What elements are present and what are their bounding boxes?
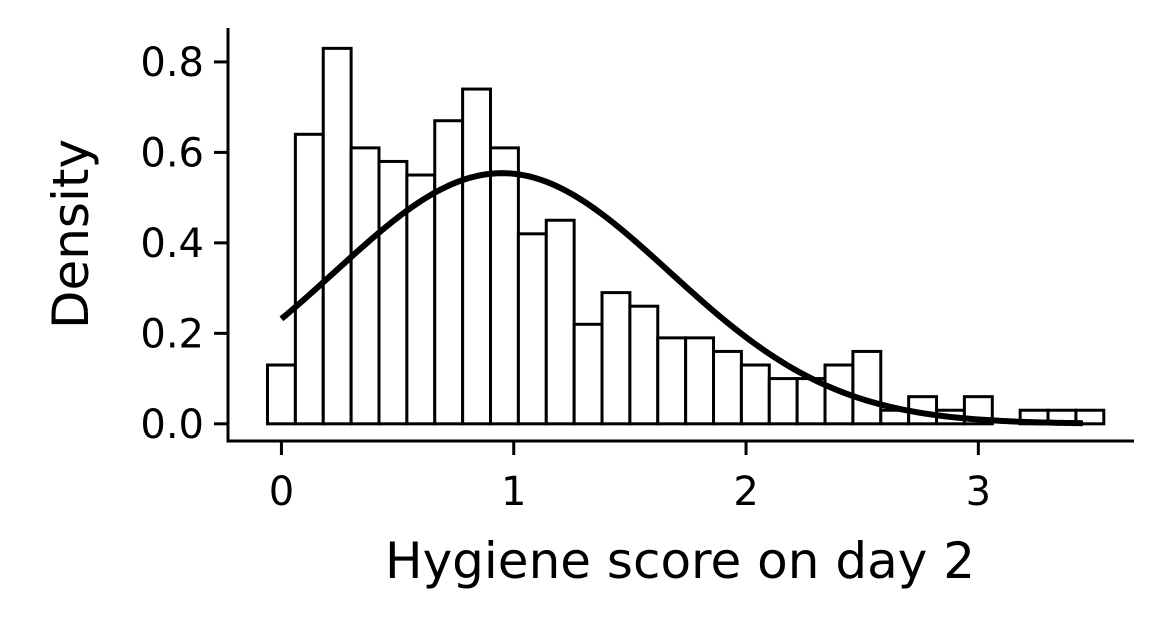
x-tick-label: 2 xyxy=(733,469,758,515)
y-tick-label: 0.6 xyxy=(140,130,204,176)
histogram-bar xyxy=(405,173,437,426)
histogram-bar xyxy=(461,87,493,426)
histogram-bar xyxy=(433,119,465,426)
histogram-bar xyxy=(656,336,688,426)
histogram-bar xyxy=(293,132,325,426)
x-axis-title: Hygiene score on day 2 xyxy=(385,532,975,590)
x-tick-label: 3 xyxy=(966,469,991,515)
x-axis-ticks: 0 1 2 3 xyxy=(269,441,991,515)
x-tick-label: 1 xyxy=(501,469,526,515)
histogram-bar xyxy=(684,336,716,426)
histogram-bar xyxy=(321,46,353,426)
histogram-bar xyxy=(516,232,548,426)
y-tick-label: 0.4 xyxy=(140,221,204,267)
histogram-bar xyxy=(489,146,520,426)
y-tick-label: 0.2 xyxy=(140,311,204,357)
histogram-bar xyxy=(349,146,381,426)
x-tick-label: 0 xyxy=(269,469,294,515)
y-tick-label: 0.0 xyxy=(140,402,204,448)
density-curve xyxy=(279,170,1083,427)
histogram-bar xyxy=(265,363,297,426)
histogram-bar xyxy=(600,291,632,426)
histogram-bar xyxy=(712,349,743,426)
histogram-bar xyxy=(739,363,771,426)
y-axis-ticks: 0.0 0.2 0.4 0.6 0.8 xyxy=(140,40,228,448)
histogram-bar xyxy=(851,349,883,426)
y-axis-title: Density xyxy=(42,139,100,329)
histogram-bars xyxy=(265,46,1106,426)
histogram-bar xyxy=(377,159,409,426)
histogram-bar xyxy=(628,304,660,426)
histogram-bar xyxy=(572,322,604,426)
y-tick-label: 0.8 xyxy=(140,40,204,86)
histogram-bar xyxy=(544,218,576,426)
histogram-bar xyxy=(767,377,799,426)
histogram-bar xyxy=(795,377,827,426)
